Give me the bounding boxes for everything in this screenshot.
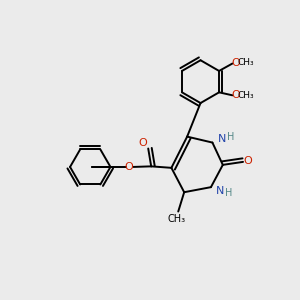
Text: N: N	[216, 186, 225, 196]
Text: CH₃: CH₃	[238, 91, 254, 100]
Text: CH₃: CH₃	[238, 58, 254, 67]
Text: O: O	[138, 139, 147, 148]
Text: O: O	[231, 58, 240, 68]
Text: O: O	[231, 90, 240, 100]
Text: O: O	[125, 162, 134, 172]
Text: N: N	[218, 134, 226, 144]
Text: CH₃: CH₃	[168, 214, 186, 224]
Text: H: H	[225, 188, 233, 198]
Text: O: O	[244, 156, 253, 166]
Text: H: H	[227, 132, 234, 142]
